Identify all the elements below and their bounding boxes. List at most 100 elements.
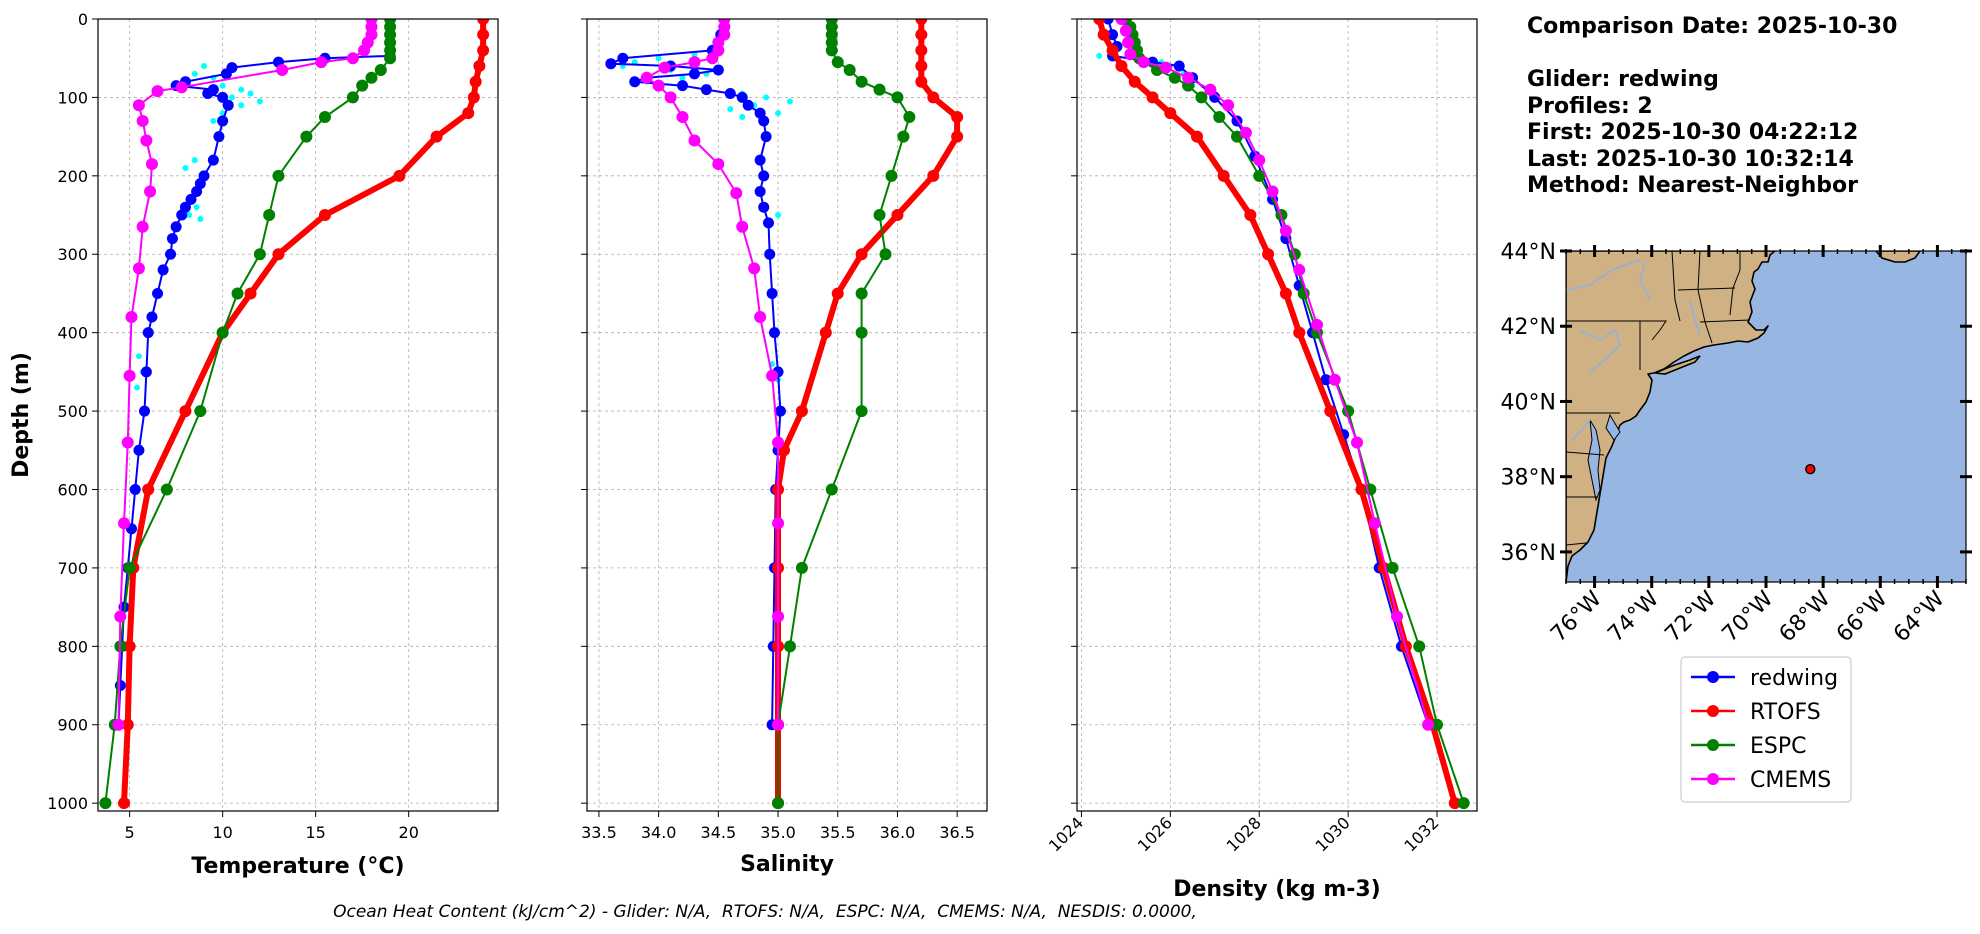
map-lat-label: 38°N xyxy=(1501,466,1556,491)
data-point xyxy=(758,115,770,127)
salinity-y-ticks xyxy=(581,18,587,804)
data-point xyxy=(754,154,766,166)
data-point xyxy=(1320,374,1332,386)
data-point xyxy=(1355,483,1368,496)
data-point xyxy=(1328,373,1341,386)
raw-data-point xyxy=(739,114,746,121)
density-x-tick-label: 1026 xyxy=(1134,813,1176,855)
comparison-date: Comparison Date: 2025-10-30 xyxy=(1527,14,1898,39)
depth-ylabel: Depth (m) xyxy=(9,352,34,478)
data-point xyxy=(855,287,868,300)
legend-marker xyxy=(1707,705,1719,717)
temperature-panel: 5 10 15 20 0 100 200 300 400 500 600 700 800 900 1000… xyxy=(9,10,499,879)
data-point xyxy=(358,44,371,57)
data-point xyxy=(736,220,749,233)
data-point xyxy=(772,797,785,810)
data-point xyxy=(1204,83,1217,96)
salinity-series xyxy=(605,19,964,810)
data-point xyxy=(677,80,689,92)
data-point xyxy=(772,517,785,530)
data-point xyxy=(469,75,482,88)
data-point xyxy=(179,405,192,418)
data-point xyxy=(1279,287,1292,300)
map-latitude-labels: 44°N 42°N 40°N 38°N 36°N xyxy=(1501,240,1972,566)
temperature-x-tick-label: 15 xyxy=(305,823,325,842)
series-line xyxy=(117,54,391,725)
data-point xyxy=(831,56,844,69)
data-point xyxy=(477,19,490,25)
data-point xyxy=(356,79,369,92)
density-y-ticks xyxy=(1071,18,1077,804)
data-point xyxy=(1217,169,1230,182)
data-point xyxy=(730,187,743,200)
raw-data-point xyxy=(786,98,793,105)
data-point xyxy=(1107,29,1119,41)
map-long-island xyxy=(1654,355,1701,375)
raw-data-point xyxy=(655,55,662,62)
data-point xyxy=(1222,99,1235,112)
data-point xyxy=(664,91,677,104)
data-point xyxy=(1102,19,1114,25)
data-point xyxy=(897,130,910,143)
data-point xyxy=(133,444,145,456)
raw-data-point xyxy=(775,212,782,219)
data-point xyxy=(891,91,904,104)
data-point xyxy=(885,169,898,182)
data-point xyxy=(160,483,173,496)
data-point xyxy=(754,310,767,323)
data-point xyxy=(477,28,490,41)
data-point xyxy=(140,134,153,147)
data-point xyxy=(170,221,182,233)
data-point xyxy=(146,311,158,323)
depth-tick-label: 1000 xyxy=(47,794,88,813)
depth-tick-label: 100 xyxy=(57,88,88,107)
data-point xyxy=(605,58,617,70)
legend-label: RTOFS xyxy=(1750,700,1821,725)
raw-data-point xyxy=(219,82,226,89)
data-point xyxy=(903,111,916,124)
data-point xyxy=(136,220,149,233)
series-line xyxy=(1120,19,1430,725)
density-frame xyxy=(1076,18,1478,812)
profile-count: Profiles: 2 xyxy=(1527,93,1653,119)
data-point xyxy=(1266,185,1279,198)
series-line xyxy=(609,19,782,725)
location-map: 44°N 42°N 40°N 38°N 36°N 76°W74°W72°W70°W68°… xyxy=(1501,240,1972,647)
data-point xyxy=(272,169,285,182)
salinity-x-tick-label: 35.0 xyxy=(760,823,796,842)
series-line xyxy=(1107,19,1430,726)
depth-tick-label: 0 xyxy=(78,10,88,29)
data-point xyxy=(762,217,774,229)
data-point xyxy=(1097,28,1110,41)
map-lat-label: 42°N xyxy=(1501,315,1556,340)
data-point xyxy=(151,85,164,98)
raw-data-point xyxy=(210,117,217,124)
data-point xyxy=(795,405,808,418)
data-point xyxy=(112,718,125,731)
legend-marker xyxy=(1707,773,1719,785)
data-point xyxy=(430,130,443,143)
depth-tick-label: 800 xyxy=(57,637,88,656)
map-rivers xyxy=(1566,259,1701,441)
glider-name: Glider: redwing xyxy=(1527,67,1719,92)
data-point xyxy=(1244,209,1257,222)
temperature-frame xyxy=(97,18,499,812)
data-point xyxy=(142,327,154,339)
legend-item: ESPC xyxy=(1691,734,1807,759)
depth-tick-label: 700 xyxy=(57,559,88,578)
data-point xyxy=(1324,405,1337,418)
data-point xyxy=(688,68,700,80)
map-lon-label: 66°W xyxy=(1832,586,1893,647)
data-point xyxy=(222,99,234,111)
data-point xyxy=(365,71,378,84)
raw-data-point xyxy=(228,94,235,101)
data-point xyxy=(318,111,331,124)
data-point xyxy=(831,287,844,300)
glider-location-marker xyxy=(1805,463,1816,475)
data-point xyxy=(132,262,145,275)
data-point xyxy=(1213,111,1226,124)
data-point xyxy=(1173,60,1185,72)
data-point xyxy=(1368,517,1381,530)
temperature-series xyxy=(99,19,490,810)
data-point xyxy=(140,366,152,378)
